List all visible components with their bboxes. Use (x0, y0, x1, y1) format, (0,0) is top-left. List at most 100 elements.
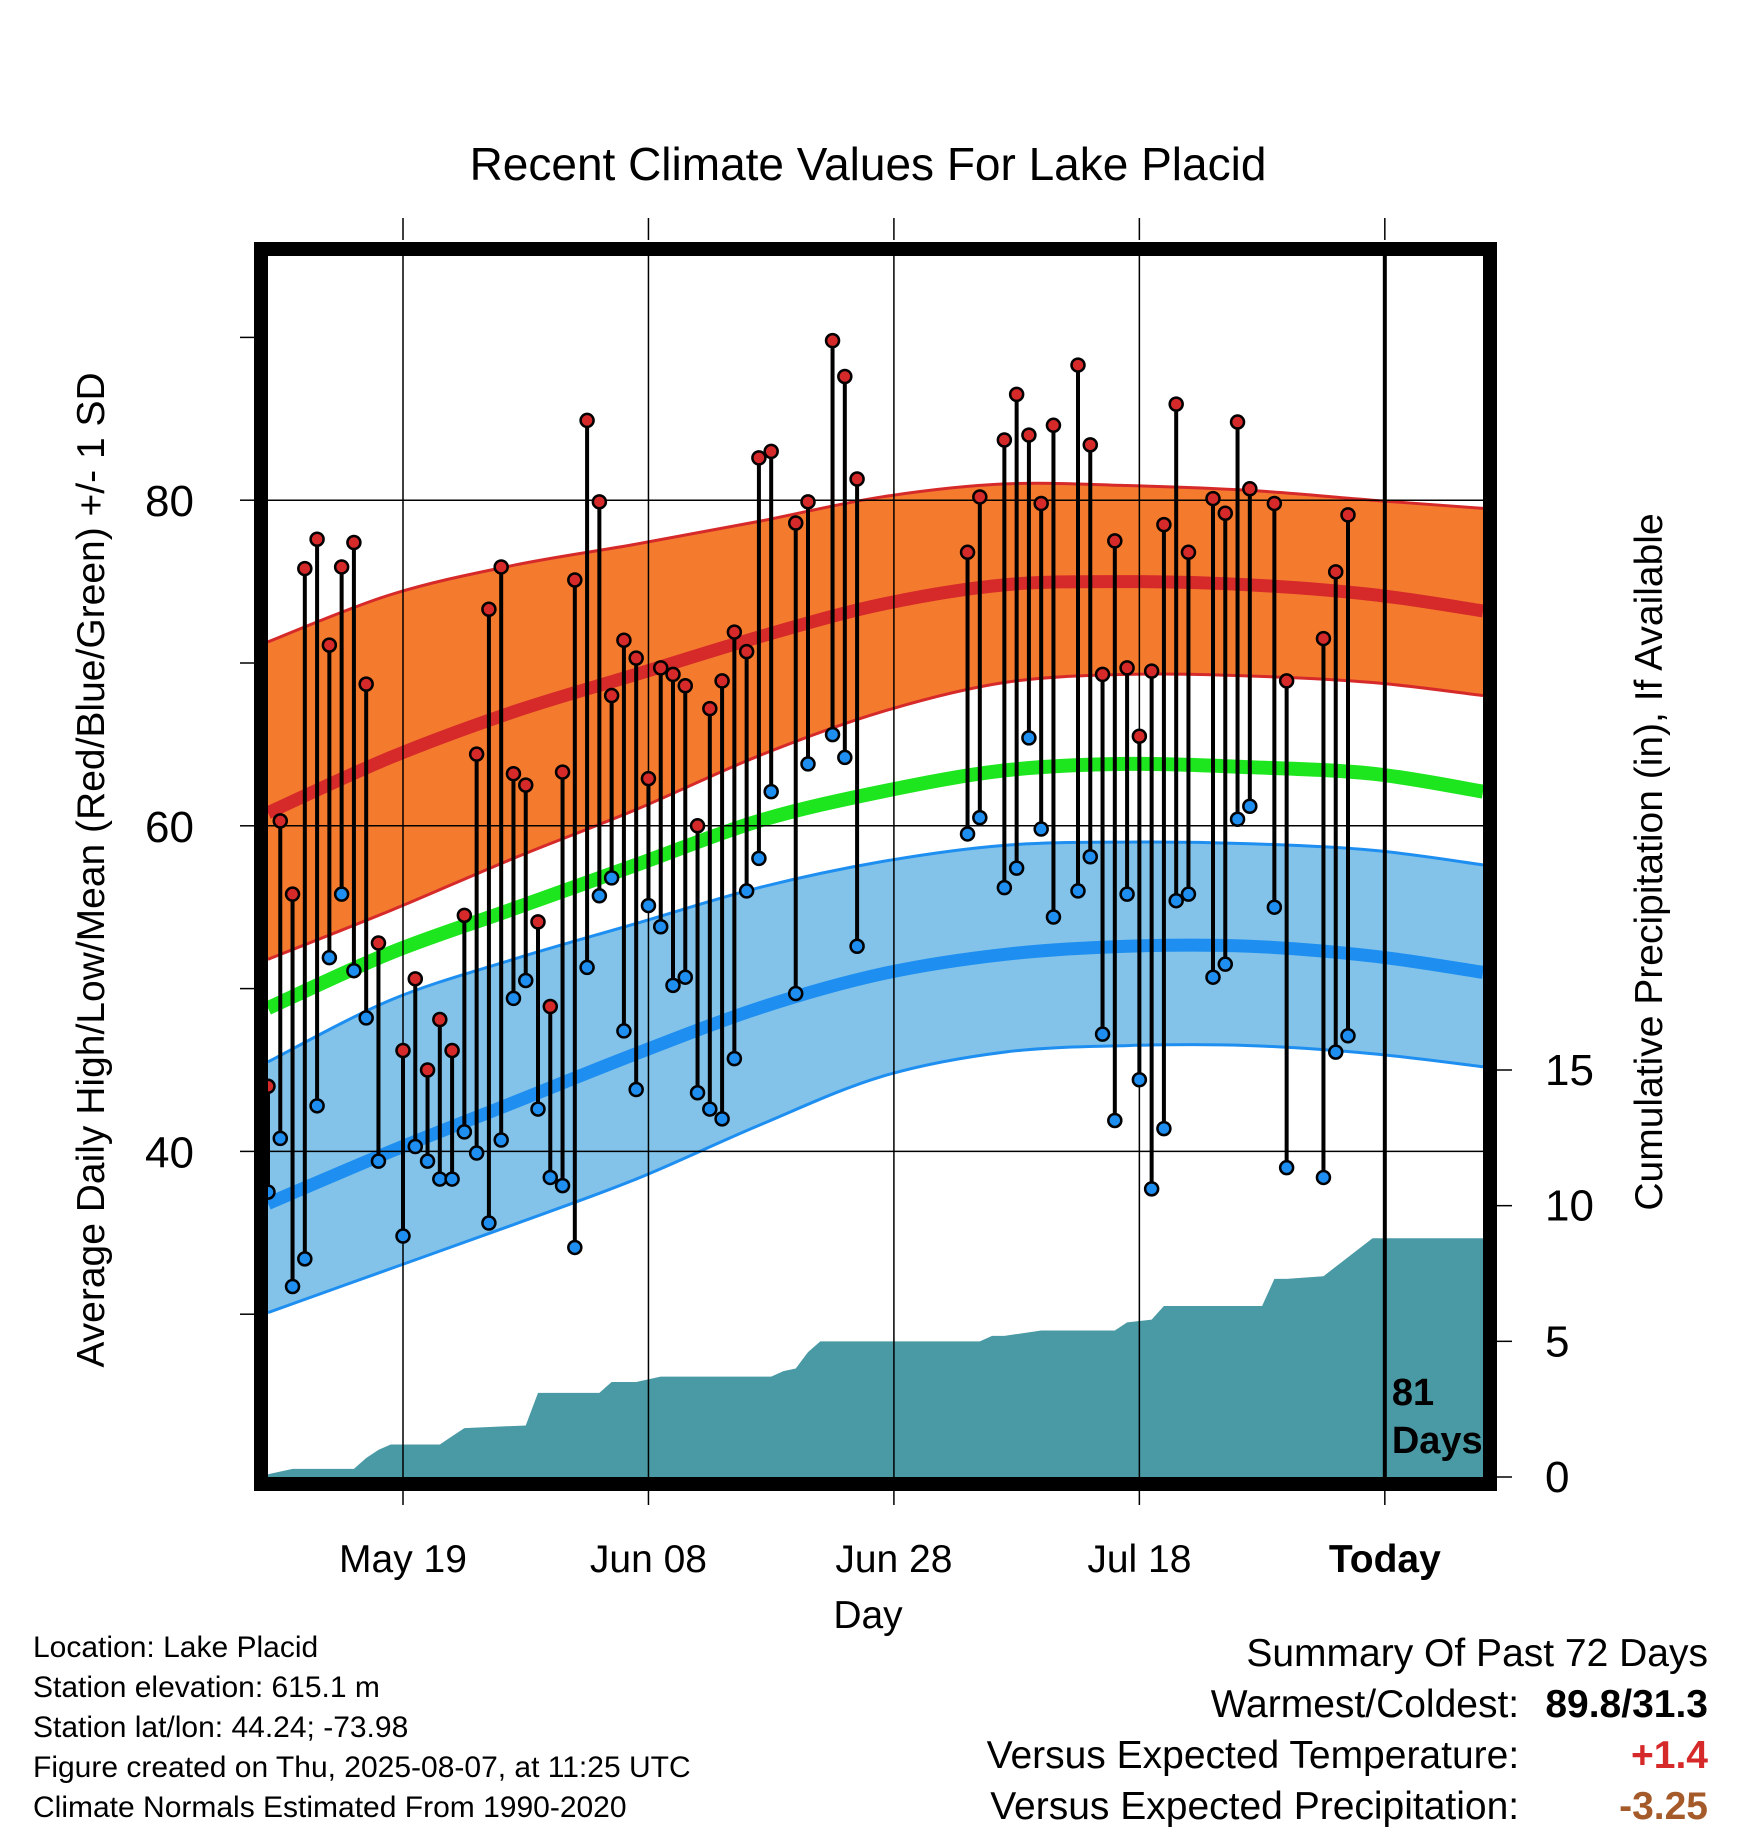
station-info: Location: Lake Placid Station elevation:… (33, 1628, 691, 1828)
daily-low-point (1107, 1112, 1123, 1129)
daily-high-point (1168, 396, 1184, 412)
daily-high-point (1327, 564, 1344, 580)
daily-low-point (309, 1098, 325, 1114)
daily-low-point (530, 1101, 546, 1117)
daily-high-point (652, 660, 669, 676)
summary-heading: Summary Of Past 72 Days (1246, 1632, 1708, 1675)
daily-high-point (1180, 544, 1197, 561)
daily-high-point (505, 765, 522, 782)
daily-high-point (1131, 728, 1148, 745)
daily-low-point (1045, 909, 1062, 925)
precip-value: -3.25 (1619, 1785, 1708, 1828)
warm-cold-label: Warmest/Coldest: (1210, 1683, 1520, 1726)
daily-low-point (714, 1111, 730, 1127)
daily-high-point (1070, 357, 1086, 373)
daily-high-point (996, 432, 1013, 448)
daily-high-point (1045, 417, 1062, 434)
daily-high-point (395, 1042, 411, 1059)
daily-low-point (505, 990, 522, 1007)
daily-high-point (738, 643, 755, 660)
daily-low-point (542, 1169, 559, 1186)
daily-high-point (751, 450, 767, 466)
daily-low-point (481, 1215, 497, 1231)
daily-low-point (1278, 1159, 1295, 1176)
daily-high-point (800, 494, 816, 510)
daily-low-point (1168, 892, 1184, 909)
daily-low-point (726, 1050, 743, 1067)
daily-high-point (603, 687, 620, 704)
daily-high-point (714, 673, 730, 689)
daily-high-point (1315, 630, 1332, 647)
daily-high-point (370, 935, 387, 951)
daily-low-point (395, 1228, 411, 1244)
y2-tick-label: 0 (1545, 1453, 1569, 1502)
summary-panel: Summary Of Past 72 Days Warmest/Coldest:… (987, 1628, 1708, 1832)
daily-low-point (493, 1132, 509, 1148)
daily-high-point (763, 443, 779, 460)
daily-high-point (640, 770, 657, 787)
daily-high-point (1156, 516, 1172, 533)
y-tick-label: 40 (145, 1128, 194, 1177)
daily-low-point (824, 726, 841, 743)
daily-low-point (268, 1184, 276, 1200)
daily-low-point (1266, 899, 1283, 915)
daily-high-point (616, 632, 632, 648)
daily-high-point (554, 764, 571, 780)
daily-low-point (1119, 886, 1135, 902)
daily-high-point (268, 1078, 276, 1095)
x-tick-label: Jun 28 (835, 1538, 952, 1581)
x-tick-label: Today (1329, 1538, 1441, 1581)
y-axis-label: Average Daily High/Low/Mean (Red/Blue/Gr… (70, 372, 113, 1367)
daily-low-point (800, 756, 816, 772)
daily-high-point (309, 531, 325, 548)
daily-low-point (1327, 1044, 1344, 1060)
daily-high-point (419, 1062, 436, 1078)
daily-low-point (1242, 798, 1258, 815)
daily-high-point (689, 818, 706, 834)
daily-low-point (787, 985, 804, 1002)
daily-low-point (297, 1251, 313, 1267)
daily-high-point (1340, 507, 1356, 523)
daily-low-point (751, 850, 767, 867)
precip-area (268, 1238, 1483, 1477)
daily-high-point (284, 886, 301, 902)
daily-high-point (1266, 495, 1283, 512)
daily-high-point (1021, 427, 1037, 443)
daily-high-point (481, 601, 497, 618)
daily-high-point (567, 572, 583, 588)
daily-low-point (346, 962, 362, 979)
daily-high-point (1094, 666, 1111, 683)
daily-low-point (972, 809, 988, 826)
daily-low-point (603, 870, 620, 886)
y2-tick-label: 10 (1545, 1182, 1594, 1231)
location-text: Location: Lake Placid (33, 1631, 319, 1664)
y2-tick-label: 15 (1545, 1046, 1594, 1095)
daily-low-point (407, 1138, 424, 1155)
x-tick-label: Jun 08 (590, 1538, 707, 1581)
daily-low-point (444, 1171, 460, 1187)
daily-low-point (837, 749, 853, 766)
daily-low-point (579, 959, 595, 976)
daily-high-point (677, 678, 694, 694)
daily-high-point (1008, 386, 1025, 403)
daily-high-point (333, 559, 350, 575)
daily-high-point (1082, 437, 1099, 453)
daily-high-point (493, 559, 509, 575)
daily-high-point (849, 471, 865, 487)
daily-low-point (849, 938, 865, 955)
precip-label: Versus Expected Precipitation: (990, 1785, 1520, 1828)
daily-low-point (677, 969, 694, 985)
daily-low-point (554, 1177, 571, 1194)
daily-high-point (468, 746, 485, 762)
daily-low-point (1070, 883, 1086, 899)
x-axis-label: Day (833, 1594, 903, 1637)
daily-high-point (787, 515, 804, 531)
daily-low-point (652, 918, 669, 935)
daily-low-point (996, 879, 1013, 896)
daily-high-point (628, 650, 644, 666)
normal-high-line (268, 575, 1483, 819)
daily-low-point (468, 1145, 485, 1161)
high-sd-band-upper-edge (268, 481, 1483, 644)
normals-text: Climate Normals Estimated From 1990-2020 (33, 1791, 627, 1824)
